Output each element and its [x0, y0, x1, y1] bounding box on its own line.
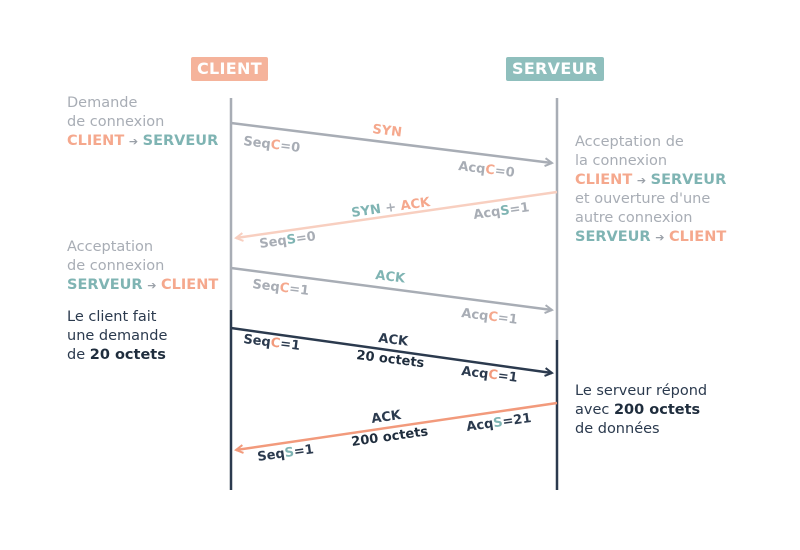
syn-ack-arrow: [236, 190, 558, 238]
note-demande-connexion: Demande de connexion CLIENT ➔ SERVEUR: [67, 95, 219, 149]
ack-arrow: [230, 266, 552, 310]
ack-response-label: ACK: [370, 408, 402, 427]
payload-20: 20 octets: [356, 348, 426, 371]
syn-label: SYN: [372, 122, 403, 141]
seq-c-1: SeqC=1: [252, 277, 310, 299]
syn-arrow: [230, 121, 552, 163]
acq-c-0: AcqC=0: [458, 159, 516, 181]
note-client-demande: Le client fait une demande de 20 octets: [67, 309, 168, 363]
acq-s-1: AcqS=1: [472, 200, 530, 223]
seq-c-1-data: SeqC=1: [243, 332, 301, 354]
ack-data-arrow: [230, 326, 552, 373]
seq-c-0: SeqC=0: [243, 134, 301, 156]
seq-s-1: SeqS=1: [256, 442, 314, 465]
acq-c-1: AcqC=1: [461, 306, 519, 328]
note-acceptation-serveur: Acceptation de la connexion CLIENT ➔ SER…: [575, 134, 727, 245]
client-header: CLIENT: [191, 57, 268, 81]
acq-s-21: AcqS=21: [465, 411, 532, 435]
ack-response-arrow: [236, 401, 558, 450]
note-serveur-repond: Le serveur répond avec 200 octets de don…: [575, 383, 708, 437]
syn-ack-label: SYN + ACK: [350, 195, 432, 221]
acq-c-1-data: AcqC=1: [461, 364, 519, 386]
seq-s-0: SeqS=0: [258, 229, 316, 252]
ack-label: ACK: [375, 268, 407, 287]
note-acceptation-client: Acceptation de connexion SERVEUR ➔ CLIEN…: [67, 239, 219, 293]
server-header: SERVEUR: [506, 57, 604, 81]
ack-data-label: ACK: [378, 331, 410, 350]
